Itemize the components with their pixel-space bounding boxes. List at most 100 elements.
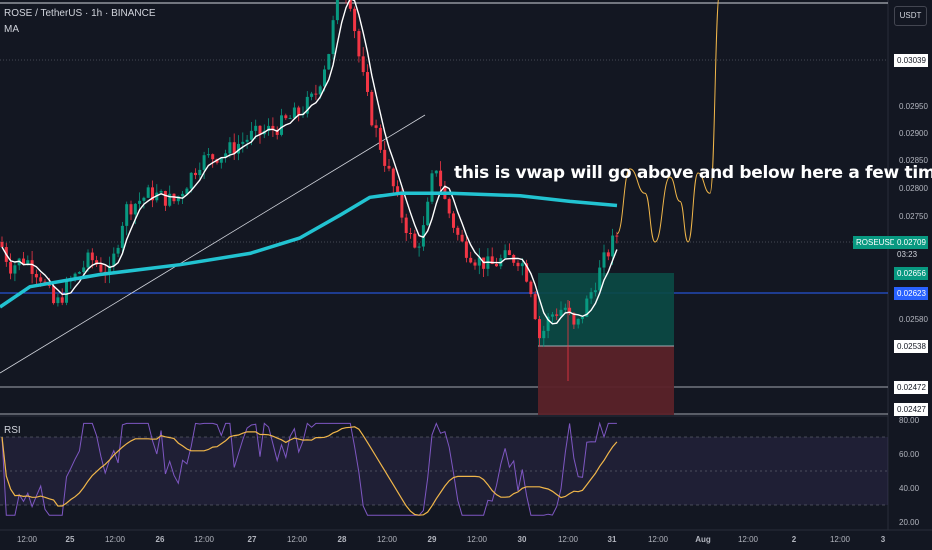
price-tag: 0.02656 <box>894 267 928 280</box>
candle <box>254 125 258 131</box>
candle <box>563 307 567 310</box>
candle <box>13 265 17 274</box>
time-tick-label: 29 <box>428 535 437 544</box>
price-tag: 0.03039 <box>894 54 928 67</box>
candle <box>258 125 262 135</box>
price-tick-label: 0.02800 <box>899 184 928 193</box>
time-tick-label: Aug <box>695 535 711 544</box>
rsi-tick-label: 60.00 <box>899 450 920 459</box>
candle <box>383 149 387 166</box>
time-tick-label: 12:00 <box>377 535 398 544</box>
price-tick-label: 0.02750 <box>899 212 928 221</box>
candle <box>585 298 589 317</box>
candle <box>387 165 391 169</box>
candle <box>606 252 610 257</box>
price-tick-label: 0.02580 <box>899 315 928 324</box>
candle <box>447 198 451 214</box>
candle <box>39 277 43 282</box>
candle <box>426 201 430 226</box>
candle-countdown: 03:23 <box>897 250 918 259</box>
candle <box>357 31 361 57</box>
candle <box>318 86 322 95</box>
candle <box>366 72 369 92</box>
candle <box>529 281 533 295</box>
candle <box>421 225 425 247</box>
candle <box>310 93 314 97</box>
candle <box>520 263 524 267</box>
candle <box>237 143 240 154</box>
time-tick-label: 28 <box>338 535 347 544</box>
rsi-tick-label: 40.00 <box>899 484 920 493</box>
rsi-ma-line <box>1 426 618 516</box>
price-tick-label: 0.02950 <box>899 102 928 111</box>
chart-title: ROSE / TetherUS · 1h · BINANCE <box>4 8 156 19</box>
candle <box>353 8 357 32</box>
time-tick-label: 12:00 <box>558 535 579 544</box>
candle <box>151 187 154 201</box>
candle <box>22 258 25 264</box>
price-tag: 0.02538 <box>894 340 928 353</box>
candle <box>30 260 34 274</box>
ma-line <box>1 0 618 325</box>
candle <box>460 234 464 242</box>
candle <box>348 0 352 9</box>
candle <box>202 155 206 170</box>
candle <box>331 20 335 55</box>
candle <box>396 186 400 194</box>
price-tick-label: 0.02900 <box>899 129 928 138</box>
candle <box>241 141 245 144</box>
candle <box>568 307 572 314</box>
candle <box>477 257 481 266</box>
candle <box>181 193 185 197</box>
candle <box>99 264 103 272</box>
time-tick-label: 3 <box>881 535 886 544</box>
candle <box>404 217 408 234</box>
candle <box>495 263 498 267</box>
candle <box>507 250 511 255</box>
rsi-band <box>0 437 888 505</box>
candle <box>224 153 228 158</box>
candle <box>34 273 38 278</box>
time-tick-label: 2 <box>792 535 797 544</box>
currency-button[interactable]: USDT <box>894 6 927 26</box>
candle <box>219 157 223 163</box>
candle <box>327 54 331 70</box>
symbol-badge: ROSEUSDT <box>853 236 904 249</box>
candle <box>516 262 520 267</box>
candle <box>163 190 167 206</box>
candle <box>305 96 309 114</box>
time-tick-label: 26 <box>156 535 165 544</box>
candle <box>284 115 288 119</box>
time-tick-label: 12:00 <box>17 535 38 544</box>
trend-line <box>0 114 426 374</box>
rsi-tick-label: 80.00 <box>899 416 920 425</box>
candle <box>374 125 378 128</box>
time-tick-label: 12:00 <box>467 535 488 544</box>
candle <box>542 330 546 339</box>
candle <box>473 262 477 266</box>
candle <box>370 91 374 126</box>
candle <box>198 169 202 176</box>
time-tick-label: 12:00 <box>194 535 215 544</box>
candle <box>413 233 417 248</box>
candle <box>138 200 142 204</box>
rsi-tick-label: 20.00 <box>899 518 920 527</box>
candle <box>228 142 232 154</box>
candle <box>452 213 455 228</box>
annotation-text: this is vwap will go above and below her… <box>454 163 932 183</box>
candle <box>52 285 56 304</box>
candle <box>297 107 301 115</box>
time-tick-label: 12:00 <box>738 535 759 544</box>
candle <box>464 241 468 258</box>
position-stop-box <box>538 346 674 415</box>
candle <box>206 154 210 156</box>
candle <box>430 173 434 202</box>
candle <box>125 204 129 226</box>
candle <box>43 281 47 283</box>
candle <box>271 125 275 131</box>
price-tag: 0.02709 <box>894 236 928 249</box>
candle <box>538 319 541 339</box>
price-tag: 0.02472 <box>894 381 928 394</box>
candle <box>434 170 438 174</box>
